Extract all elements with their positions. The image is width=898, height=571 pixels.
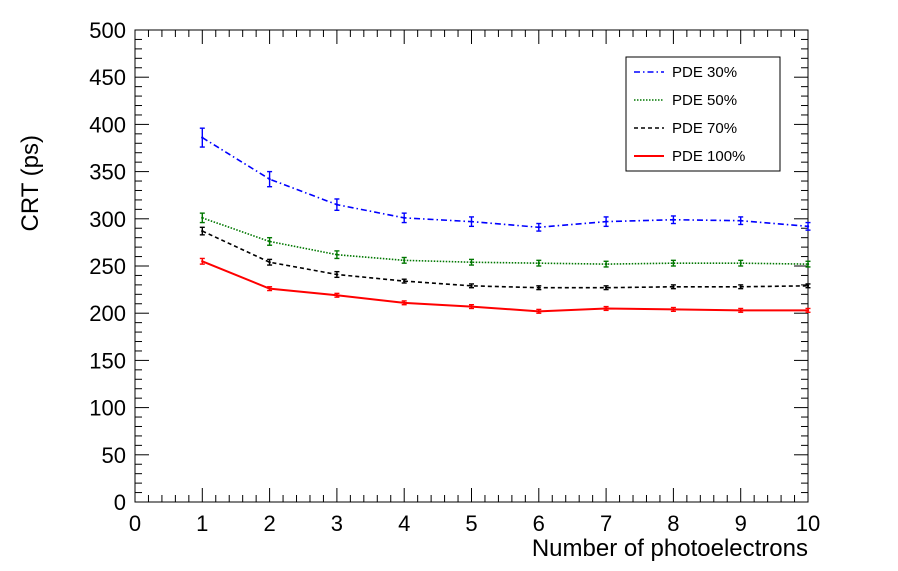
- series-line: [201, 260, 808, 313]
- data-point: [806, 225, 810, 228]
- data-point: [604, 220, 608, 223]
- x-tick-label: 1: [196, 511, 208, 536]
- data-point: [403, 259, 406, 262]
- data-point: [739, 285, 742, 288]
- series-3: [199, 226, 811, 291]
- series-line: [201, 136, 809, 229]
- y-tick-label: 250: [89, 254, 126, 279]
- x-tick-label: 6: [533, 511, 545, 536]
- data-point: [739, 219, 742, 222]
- data-point: [672, 308, 675, 311]
- legend-label: PDE 30%: [672, 64, 737, 81]
- data-series: [199, 127, 811, 314]
- x-tick-label: 4: [398, 511, 410, 536]
- data-point: [739, 261, 742, 265]
- x-tick-label: 7: [600, 511, 612, 536]
- series-1: [199, 127, 811, 232]
- data-point: [672, 285, 675, 288]
- x-tick-label: 2: [263, 511, 275, 536]
- data-point: [604, 286, 608, 289]
- data-point: [201, 216, 204, 220]
- data-point: [403, 301, 406, 305]
- data-point: [335, 294, 339, 297]
- data-point: [739, 309, 742, 312]
- series-2: [199, 212, 811, 268]
- data-point: [201, 229, 204, 233]
- data-point: [537, 286, 540, 289]
- y-tick-label: 200: [89, 301, 126, 326]
- data-point: [806, 262, 810, 266]
- data-point: [806, 284, 810, 288]
- y-tick-label: 300: [89, 207, 126, 232]
- y-tick-label: 150: [89, 348, 126, 373]
- y-axis-title: CRT (ps): [17, 135, 44, 231]
- series-line: [202, 217, 809, 265]
- y-tick-labels: 0 50 100 150 200 250 300 350 400 450 500: [89, 18, 126, 515]
- y-tick-label: 100: [89, 396, 126, 421]
- data-point: [470, 284, 473, 288]
- data-point: [537, 226, 540, 229]
- axis-ticks: [134, 29, 809, 503]
- data-point: [604, 262, 608, 266]
- legend-box: [625, 56, 781, 172]
- data-point: [201, 136, 204, 139]
- data-point: [604, 307, 608, 310]
- x-tick-label: 3: [331, 511, 343, 536]
- series-line: [201, 230, 809, 289]
- legend: PDE 30% PDE 50% PDE 70% PDE 100%: [625, 56, 781, 172]
- data-point: [537, 261, 540, 265]
- data-point: [537, 310, 540, 313]
- data-point: [806, 309, 810, 312]
- data-point: [268, 261, 271, 264]
- x-tick-label: 5: [465, 511, 477, 536]
- y-tick-label: 50: [102, 443, 126, 468]
- data-point: [268, 287, 271, 290]
- data-point: [470, 261, 473, 264]
- data-point: [335, 203, 339, 206]
- data-point: [672, 218, 675, 221]
- x-tick-label: 0: [129, 511, 141, 536]
- y-tick-label: 350: [89, 160, 126, 185]
- x-tick-labels: 0 1 2 3 4 5 6 7 8 9 10: [129, 511, 820, 536]
- x-tick-label: 10: [796, 511, 820, 536]
- data-point: [335, 273, 339, 276]
- data-point: [201, 260, 204, 263]
- x-tick-label: 9: [735, 511, 747, 536]
- data-point: [268, 177, 271, 181]
- y-tick-label: 500: [89, 18, 126, 43]
- x-tick-label: 8: [667, 511, 679, 536]
- y-tick-label: 400: [89, 112, 126, 137]
- x-axis-title: Number of photoelectrons: [532, 535, 808, 562]
- data-point: [672, 261, 675, 265]
- y-tick-label: 450: [89, 65, 126, 90]
- data-point: [470, 305, 473, 308]
- legend-label: PDE 100%: [672, 148, 745, 165]
- data-point: [335, 253, 339, 256]
- data-point: [403, 216, 406, 220]
- data-point: [268, 240, 271, 243]
- y-tick-label: 0: [114, 490, 126, 515]
- legend-label: PDE 70%: [672, 120, 737, 137]
- data-point: [470, 220, 473, 223]
- series-4: [199, 257, 811, 314]
- data-point: [403, 279, 406, 283]
- legend-label: PDE 50%: [672, 92, 737, 109]
